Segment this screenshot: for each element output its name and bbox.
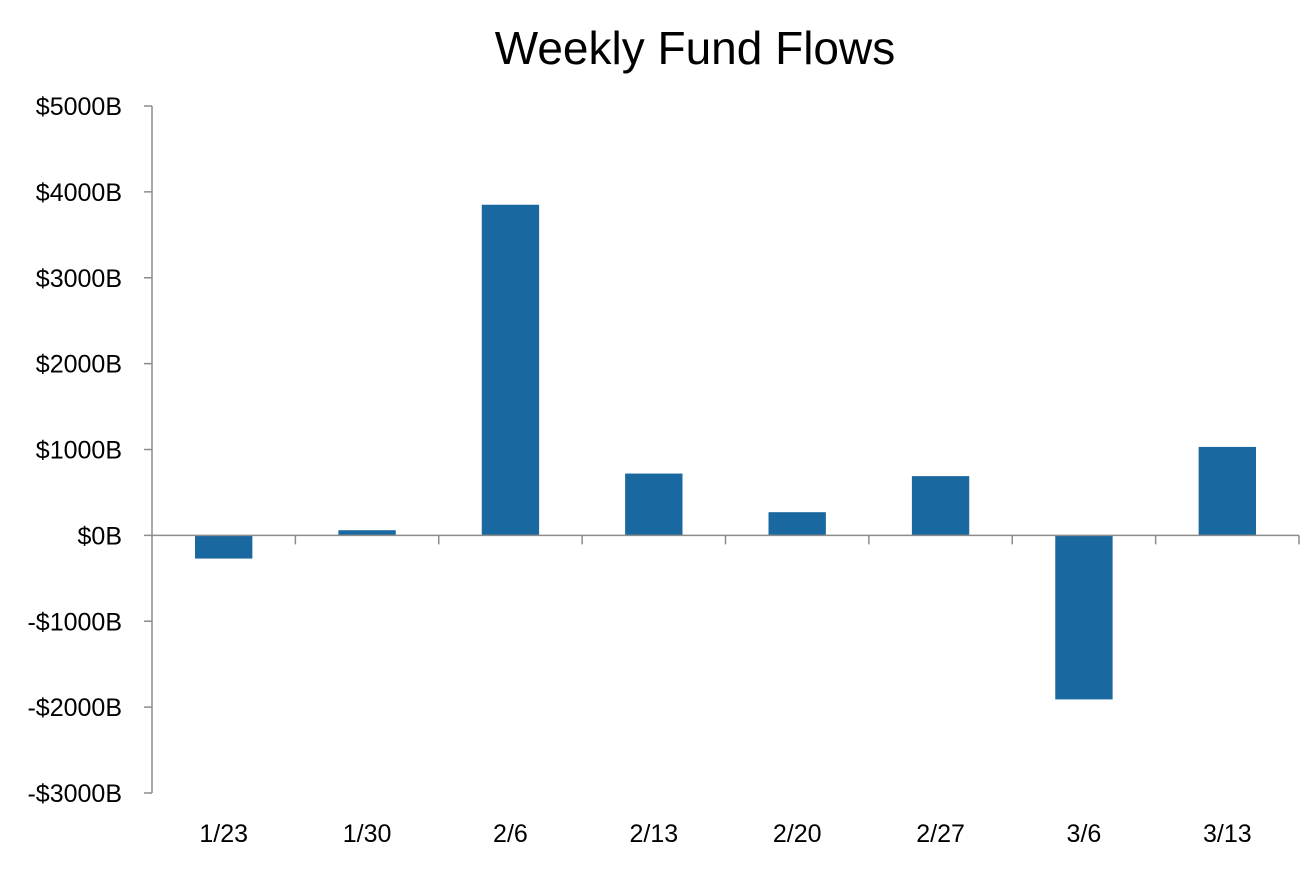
- x-tick-label: 2/20: [773, 820, 822, 848]
- chart-title: Weekly Fund Flows: [495, 22, 896, 74]
- y-axis: $5000B $4000B $3000B $2000B $1000B $0B -$1000B…: [27, 93, 153, 808]
- y-tick-label: $4000B: [36, 179, 122, 207]
- bar: [625, 473, 683, 536]
- x-tick-label: 1/23: [199, 820, 248, 848]
- y-tick-label: $5000B: [36, 93, 122, 121]
- x-tick-label: 3/6: [1067, 820, 1102, 848]
- x-tick-label: 1/30: [343, 820, 392, 848]
- bar: [1055, 535, 1113, 700]
- y-tick-label: -$2000B: [27, 694, 122, 722]
- bar: [1198, 446, 1256, 536]
- y-tick-label: $0B: [78, 522, 122, 550]
- y-tick-label: -$1000B: [27, 608, 122, 636]
- x-tick-label: 2/27: [916, 820, 965, 848]
- bars: [195, 204, 1256, 700]
- y-tick-label: $3000B: [36, 265, 122, 293]
- bar: [338, 530, 396, 536]
- y-tick-label: $1000B: [36, 437, 122, 465]
- x-tick-label: 3/13: [1203, 820, 1252, 848]
- x-tick-label: 2/6: [493, 820, 528, 848]
- bar: [481, 204, 540, 536]
- bar: [195, 535, 253, 559]
- y-tick-label: $2000B: [36, 351, 122, 379]
- bar: [911, 476, 970, 536]
- x-axis: 1/23 1/30 2/6 2/13 2/20 2/27 3/6 3/13: [152, 534, 1300, 848]
- x-tick-label: 2/13: [629, 820, 678, 848]
- bar: [768, 512, 826, 536]
- y-tick-label: -$3000B: [27, 780, 122, 808]
